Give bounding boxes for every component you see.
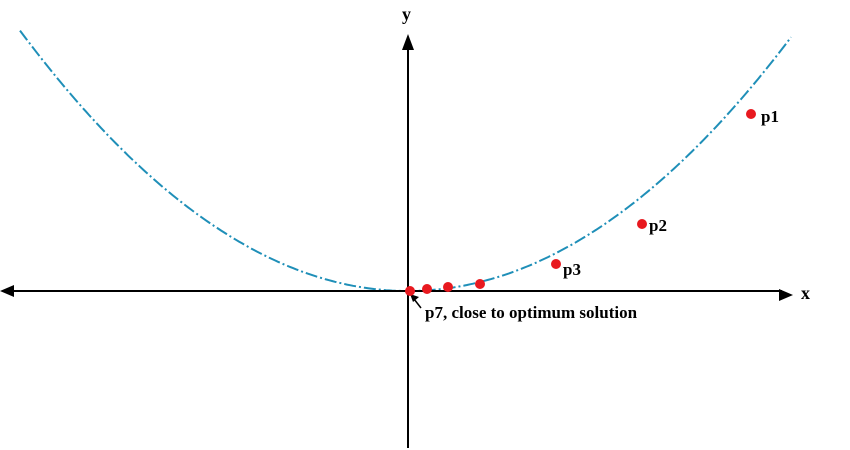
x-axis-right-arrow — [779, 289, 793, 301]
point-7 — [405, 286, 415, 296]
point-4 — [475, 279, 485, 289]
x-axis-label: x — [801, 283, 810, 303]
point-5 — [443, 282, 453, 292]
point-3 — [551, 259, 561, 269]
point-7-label: p7, close to optimum solution — [425, 303, 638, 322]
p7-pointer-arrowhead — [410, 294, 419, 302]
parabola-curve — [19, 30, 792, 292]
p7-pointer-line — [413, 298, 422, 309]
point-1-label: p1 — [761, 107, 779, 126]
point-3-label: p3 — [563, 260, 581, 279]
point-2 — [637, 219, 647, 229]
point-6 — [422, 284, 432, 294]
x-axis-left-arrow — [0, 285, 14, 297]
y-axis-top-arrow — [402, 34, 414, 50]
y-axis-label: y — [402, 4, 411, 24]
point-1 — [746, 109, 756, 119]
point-2-label: p2 — [649, 216, 667, 235]
points-group: p1 p2 p3 p7, close to optimum solution — [405, 107, 779, 322]
